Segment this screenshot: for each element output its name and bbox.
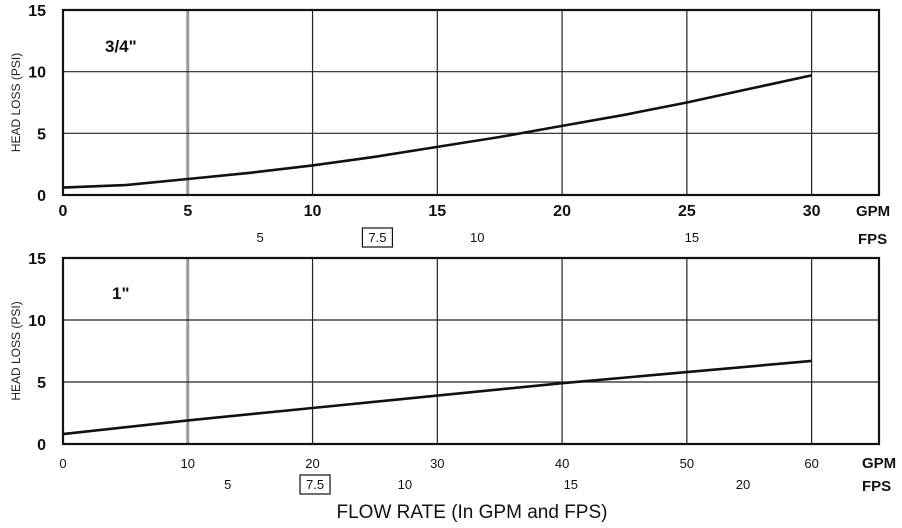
- panel-2-fps-unit-label: FPS: [862, 478, 891, 495]
- panel-1-x-tick-label-6: 30: [803, 203, 821, 220]
- panel-1-fps-tick-label-2: 10: [470, 230, 484, 245]
- panel-1-x-tick-label-4: 20: [553, 203, 571, 220]
- panel-1-x-tick-label-0: 0: [59, 203, 68, 220]
- panel-2-x-tick-label-2: 20: [305, 456, 319, 471]
- panel-2-fps-tick-label-3: 15: [564, 477, 578, 492]
- panel-1-pipe-size-label: 3/4": [105, 37, 137, 56]
- panel-2-y-tick-label-0: 0: [37, 437, 46, 454]
- panel-1-fps-tick-label-3: 15: [685, 230, 699, 245]
- panel-2-x-tick-label-5: 50: [680, 456, 694, 471]
- panel-1-y-tick-label-3: 15: [28, 3, 46, 20]
- panel-1-y-axis-label: HEAD LOSS (PSI): [9, 53, 23, 152]
- panel-1-fps-unit-label: FPS: [858, 231, 887, 248]
- panel-2-x-tick-label-0: 0: [59, 456, 66, 471]
- panel-1-fps-tick-label-1: 7.5: [368, 230, 386, 245]
- panel-2-x-tick-label-4: 40: [555, 456, 569, 471]
- panel-1-x-tick-label-3: 15: [428, 203, 446, 220]
- panel-2-pipe-size-label: 1": [112, 284, 130, 303]
- panel-1-x-tick-label-2: 10: [304, 203, 322, 220]
- panel-1-fps-tick-label-0: 5: [257, 230, 264, 245]
- panel-2-y-tick-label-3: 15: [28, 251, 46, 268]
- panel-2-x-tick-label-1: 10: [181, 456, 195, 471]
- panel-2-fps-tick-label-2: 10: [398, 477, 412, 492]
- panel-2-x-tick-label-6: 60: [804, 456, 818, 471]
- panel-2-y-tick-label-1: 5: [37, 375, 46, 392]
- x-axis-title: FLOW RATE (In GPM and FPS): [337, 502, 608, 523]
- panel-2-plot-frame: [63, 258, 879, 444]
- panel-2-y-axis-label: HEAD LOSS (PSI): [9, 301, 23, 400]
- panel-2-fps-tick-label-1: 7.5: [306, 477, 324, 492]
- panel-1-x-tick-label-1: 5: [183, 203, 192, 220]
- panel-1-gpm-unit-label: GPM: [856, 203, 890, 220]
- panel-2-fps-tick-label-4: 20: [736, 477, 750, 492]
- panel-2-y-tick-label-2: 10: [28, 313, 46, 330]
- panel-2-x-tick-label-3: 30: [430, 456, 444, 471]
- panel-2-fps-tick-label-0: 5: [224, 477, 231, 492]
- panel-1-y-tick-label-2: 10: [28, 65, 46, 82]
- panel-2-gpm-unit-label: GPM: [862, 455, 896, 472]
- panel-1-x-tick-label-5: 25: [678, 203, 696, 220]
- panel-1-y-tick-label-0: 0: [37, 188, 46, 205]
- panel-1-y-tick-label-1: 5: [37, 126, 46, 143]
- panel-1-plot-frame: [63, 10, 879, 195]
